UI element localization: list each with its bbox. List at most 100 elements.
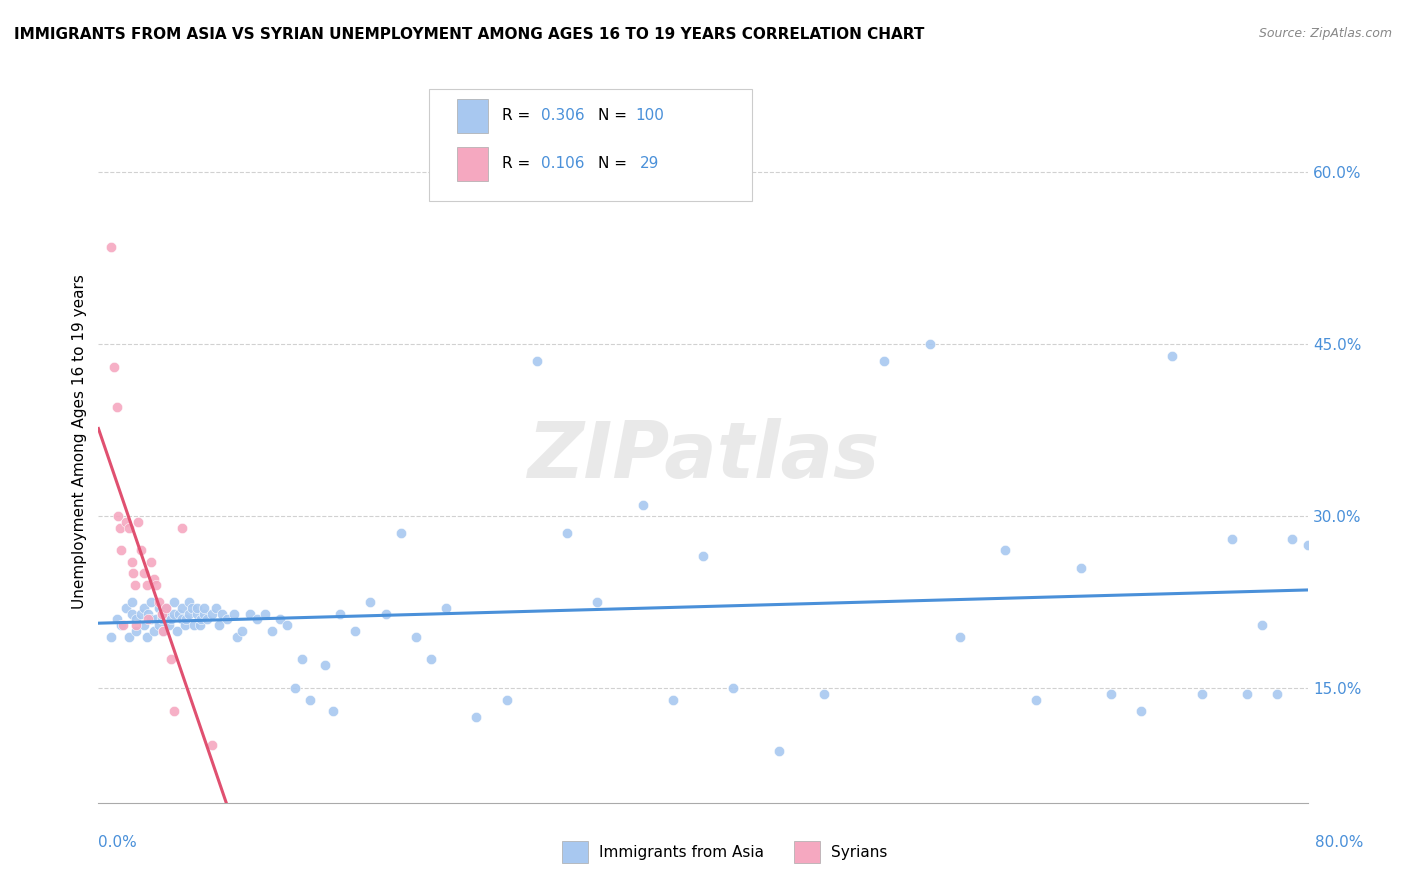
Point: [132, 600, 155, 615]
Point: [141, 555, 163, 569]
Point: [136, 612, 159, 626]
Point: [107, 509, 129, 524]
Point: [150, 607, 173, 621]
Point: [631, 498, 654, 512]
Point: [813, 687, 835, 701]
Point: [314, 658, 336, 673]
Point: [152, 624, 174, 638]
Point: [148, 618, 170, 632]
Point: [495, 692, 517, 706]
Point: [692, 549, 714, 564]
Point: [129, 543, 152, 558]
Point: [125, 618, 148, 632]
Point: [150, 612, 173, 626]
Point: [215, 612, 238, 626]
Point: [231, 624, 253, 638]
Point: [873, 354, 896, 368]
Point: [465, 710, 488, 724]
Point: [135, 578, 157, 592]
Point: [114, 600, 136, 615]
Point: [125, 624, 148, 638]
Point: [201, 607, 224, 621]
Point: [155, 607, 177, 621]
Point: [276, 618, 298, 632]
Point: [205, 600, 228, 615]
Point: [269, 612, 291, 626]
Text: Source: ZipAtlas.com: Source: ZipAtlas.com: [1258, 27, 1392, 40]
Point: [163, 607, 186, 621]
Point: [1191, 687, 1213, 701]
Text: IMMIGRANTS FROM ASIA VS SYRIAN UNEMPLOYMENT AMONG AGES 16 TO 19 YEARS CORRELATIO: IMMIGRANTS FROM ASIA VS SYRIAN UNEMPLOYM…: [14, 27, 924, 42]
Point: [145, 612, 167, 626]
Point: [224, 607, 246, 621]
Point: [122, 566, 145, 581]
Point: [160, 652, 183, 666]
Point: [195, 612, 218, 626]
Point: [100, 630, 122, 644]
Point: [114, 515, 136, 529]
Point: [586, 595, 609, 609]
Point: [118, 520, 141, 534]
Point: [152, 624, 174, 638]
Point: [124, 578, 146, 592]
Point: [322, 704, 344, 718]
Point: [105, 612, 128, 626]
Text: 0.306: 0.306: [541, 108, 585, 123]
Text: 100: 100: [636, 108, 665, 123]
Point: [405, 630, 427, 644]
Point: [132, 566, 155, 581]
Point: [170, 600, 193, 615]
Point: [291, 652, 314, 666]
Point: [121, 607, 143, 621]
Point: [118, 630, 141, 644]
Point: [125, 612, 148, 626]
Point: [949, 630, 972, 644]
Point: [211, 607, 233, 621]
Point: [1251, 618, 1274, 632]
Point: [193, 600, 215, 615]
Point: [111, 618, 134, 632]
Point: [661, 692, 683, 706]
Point: [389, 526, 412, 541]
Point: [918, 337, 941, 351]
Point: [201, 739, 224, 753]
Point: [226, 630, 249, 644]
Point: [136, 607, 159, 621]
Point: [148, 600, 170, 615]
Point: [179, 595, 201, 609]
Point: [1024, 692, 1046, 706]
Point: [170, 520, 193, 534]
Point: [183, 618, 205, 632]
Point: [143, 572, 166, 586]
Point: [208, 618, 231, 632]
Point: [132, 618, 155, 632]
Point: [555, 526, 578, 541]
Point: [299, 692, 322, 706]
Text: 0.106: 0.106: [541, 156, 585, 171]
Text: 29: 29: [640, 156, 659, 171]
Point: [1070, 560, 1092, 574]
Point: [1236, 687, 1258, 701]
Point: [239, 607, 262, 621]
Point: [284, 681, 307, 695]
Point: [170, 612, 193, 626]
Point: [1130, 704, 1153, 718]
Point: [181, 600, 204, 615]
Point: [1296, 538, 1319, 552]
Point: [143, 624, 166, 638]
Point: [159, 618, 181, 632]
Point: [360, 595, 382, 609]
Point: [344, 624, 367, 638]
Text: N =: N =: [598, 156, 631, 171]
Point: [105, 400, 128, 414]
Point: [174, 612, 197, 626]
Point: [155, 600, 177, 615]
Text: Immigrants from Asia: Immigrants from Asia: [599, 845, 763, 860]
Point: [110, 618, 132, 632]
Text: ZIPatlas: ZIPatlas: [527, 418, 879, 494]
Point: [135, 630, 157, 644]
Point: [186, 607, 208, 621]
Text: R =: R =: [502, 108, 536, 123]
Point: [434, 600, 457, 615]
Point: [1099, 687, 1122, 701]
